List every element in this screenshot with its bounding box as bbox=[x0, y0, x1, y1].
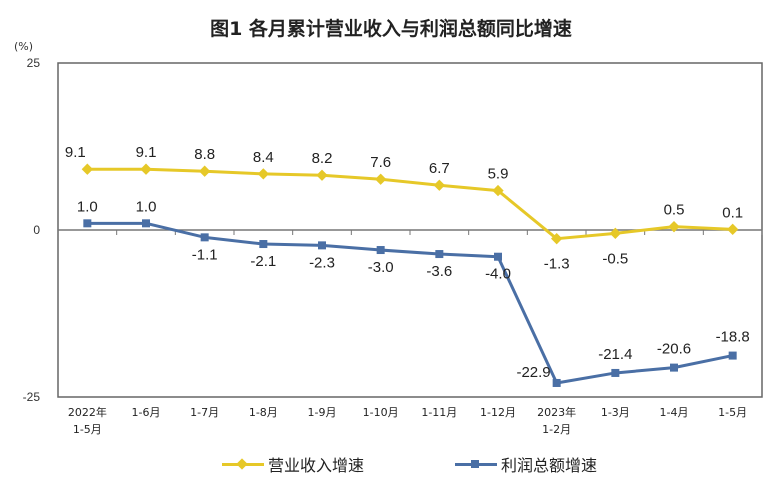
data-point bbox=[316, 169, 328, 181]
x-axis-ticks bbox=[116, 230, 763, 235]
data-point bbox=[494, 252, 502, 261]
data-label: 1.0 bbox=[77, 198, 98, 215]
data-point bbox=[728, 351, 737, 360]
data-point bbox=[259, 240, 268, 249]
data-label: -0.5 bbox=[602, 250, 628, 267]
data-point bbox=[670, 363, 678, 372]
data-label: 6.7 bbox=[429, 160, 450, 177]
data-point bbox=[609, 227, 621, 239]
data-label: -2.3 bbox=[309, 254, 335, 271]
x-tick-label: 1-8月 bbox=[249, 406, 278, 419]
legend-swatch-profit bbox=[455, 459, 497, 468]
data-point bbox=[257, 168, 269, 180]
data-label: -4.0 bbox=[485, 266, 511, 283]
y-axis-ticks: 25 0 -25 bbox=[23, 56, 41, 404]
series-group: 9.1 9.1 8.8 8.4 8.2 7.6 6.7 5.9-1.3 -0.50.5 0.11.… bbox=[65, 144, 750, 387]
x-tick-label: 1-12月 bbox=[480, 406, 516, 419]
data-point bbox=[200, 233, 209, 242]
x-tick-label: 2022年 1-5月 bbox=[68, 405, 107, 436]
data-label: -1.3 bbox=[544, 256, 570, 273]
x-tick-label: 1-9月 bbox=[308, 406, 337, 419]
legend-label-revenue: 营业收入增速 bbox=[268, 456, 365, 475]
x-tick-label: 1-4月 bbox=[660, 406, 689, 419]
data-label: 7.6 bbox=[370, 154, 391, 171]
data-label: -3.0 bbox=[368, 259, 394, 276]
data-point bbox=[140, 163, 152, 175]
x-tick-label: 2023年 1-2月 bbox=[537, 405, 576, 436]
y-axis-unit: (%) bbox=[14, 40, 34, 53]
x-tick-label: 1-7月 bbox=[190, 406, 219, 419]
data-point bbox=[142, 219, 150, 228]
data-point bbox=[492, 184, 504, 197]
y-tick-label: -25 bbox=[23, 390, 41, 404]
data-label: 9.1 bbox=[136, 144, 157, 161]
x-tick-label: 1-6月 bbox=[132, 406, 161, 419]
series-revenue-growth: 9.1 9.1 8.8 8.4 8.2 7.6 6.7 5.9 -1.3 -0.5 0.5 0.1 bbox=[65, 144, 743, 272]
data-point bbox=[375, 173, 387, 185]
data-point bbox=[552, 378, 561, 387]
y-tick-label: 25 bbox=[27, 56, 41, 70]
legend-item-revenue: 营业收入增速 bbox=[222, 452, 364, 476]
legend-label-profit: 利润总额增速 bbox=[501, 456, 598, 475]
x-axis-labels: 2022年 1-5月 1-6月 1-7月 1-8月 1-9月 1-10月 1-11月 1-12月… bbox=[68, 405, 747, 436]
x-tick-label: 1-11月 bbox=[421, 406, 457, 419]
data-point bbox=[318, 241, 326, 250]
data-point bbox=[433, 179, 445, 191]
data-label: -18.8 bbox=[716, 329, 750, 346]
data-label: 5.9 bbox=[488, 166, 509, 183]
data-label: 8.8 bbox=[194, 146, 215, 163]
x-tick-label: 1-3月 bbox=[601, 406, 630, 419]
chart-title: 图1 各月累计营业收入与利润总额同比增速 bbox=[210, 18, 572, 40]
data-label: 0.1 bbox=[722, 204, 743, 221]
data-label: 8.2 bbox=[312, 150, 333, 167]
x-tick-label: 1-5月 bbox=[718, 406, 747, 419]
data-label: -20.6 bbox=[657, 341, 691, 358]
data-label: 9.1 bbox=[65, 144, 86, 161]
series-profit-growth: 1.0 1.0 -1.1 -2.1 -2.3 -3.0 -3.6 -4.0 -22.9 -21.4… bbox=[77, 198, 750, 387]
data-label: 1.0 bbox=[136, 198, 157, 215]
data-point bbox=[376, 246, 385, 255]
data-point bbox=[611, 368, 620, 377]
data-point bbox=[551, 233, 563, 245]
data-point bbox=[668, 221, 680, 233]
data-label: -2.1 bbox=[250, 253, 276, 270]
data-point bbox=[83, 219, 92, 228]
data-label: 8.4 bbox=[253, 149, 274, 166]
data-point bbox=[727, 223, 739, 235]
data-point bbox=[435, 250, 444, 259]
data-label: -22.9 bbox=[516, 364, 550, 381]
y-tick-label: 0 bbox=[33, 223, 40, 237]
legend-swatch-revenue bbox=[222, 457, 264, 470]
x-tick-label: 1-10月 bbox=[363, 406, 399, 419]
data-label: -1.1 bbox=[192, 246, 218, 263]
data-label: -3.6 bbox=[426, 263, 452, 280]
data-label: -21.4 bbox=[598, 346, 632, 363]
data-label: 0.5 bbox=[664, 202, 685, 219]
legend-item-profit: 利润总额增速 bbox=[455, 452, 597, 476]
data-point bbox=[199, 165, 211, 177]
